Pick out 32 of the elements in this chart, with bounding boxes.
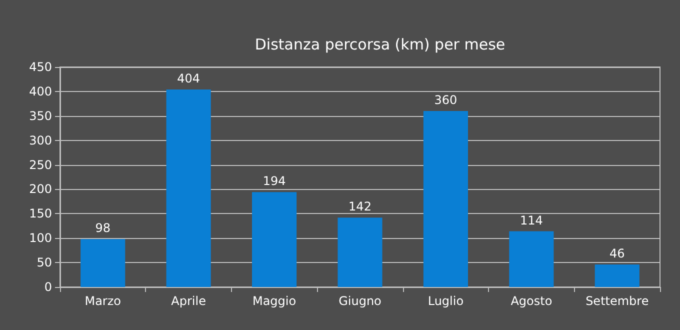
y-tick-label: 100 bbox=[29, 231, 52, 246]
chart-title: Distanza percorsa (km) per mese bbox=[254, 36, 506, 54]
bar bbox=[509, 231, 554, 287]
y-tick-label: 300 bbox=[29, 133, 52, 148]
data-label: 404 bbox=[177, 71, 200, 86]
y-tick-label: 400 bbox=[29, 84, 52, 98]
bar bbox=[594, 264, 640, 287]
bar bbox=[80, 239, 126, 287]
y-tick-label: 350 bbox=[29, 108, 52, 123]
y-tick-label: 250 bbox=[29, 158, 52, 172]
y-tick-label: 50 bbox=[36, 256, 52, 270]
data-label: 360 bbox=[434, 93, 458, 107]
data-label: 114 bbox=[520, 213, 543, 228]
y-tick-label: 450 bbox=[29, 60, 52, 74]
y-tick-label: 150 bbox=[29, 206, 52, 221]
x-tick-label: Settembre bbox=[586, 294, 649, 308]
data-label: 98 bbox=[95, 221, 110, 236]
data-label: 194 bbox=[262, 174, 286, 188]
x-tick-label: Agosto bbox=[510, 294, 552, 308]
x-tick-label: Marzo bbox=[84, 294, 121, 308]
y-tick-label: 200 bbox=[29, 182, 52, 196]
x-tick-label: Maggio bbox=[252, 294, 296, 308]
bar bbox=[338, 218, 382, 287]
bar bbox=[423, 111, 468, 287]
bar bbox=[166, 89, 211, 287]
data-label: 142 bbox=[348, 200, 372, 214]
x-tick-label: Luglio bbox=[428, 294, 464, 308]
bar bbox=[252, 192, 297, 287]
x-tick-label: Aprile bbox=[171, 294, 206, 308]
x-tick-label: Giugno bbox=[338, 294, 382, 308]
y-tick-label: 0 bbox=[44, 280, 52, 294]
data-label: 46 bbox=[610, 246, 625, 261]
